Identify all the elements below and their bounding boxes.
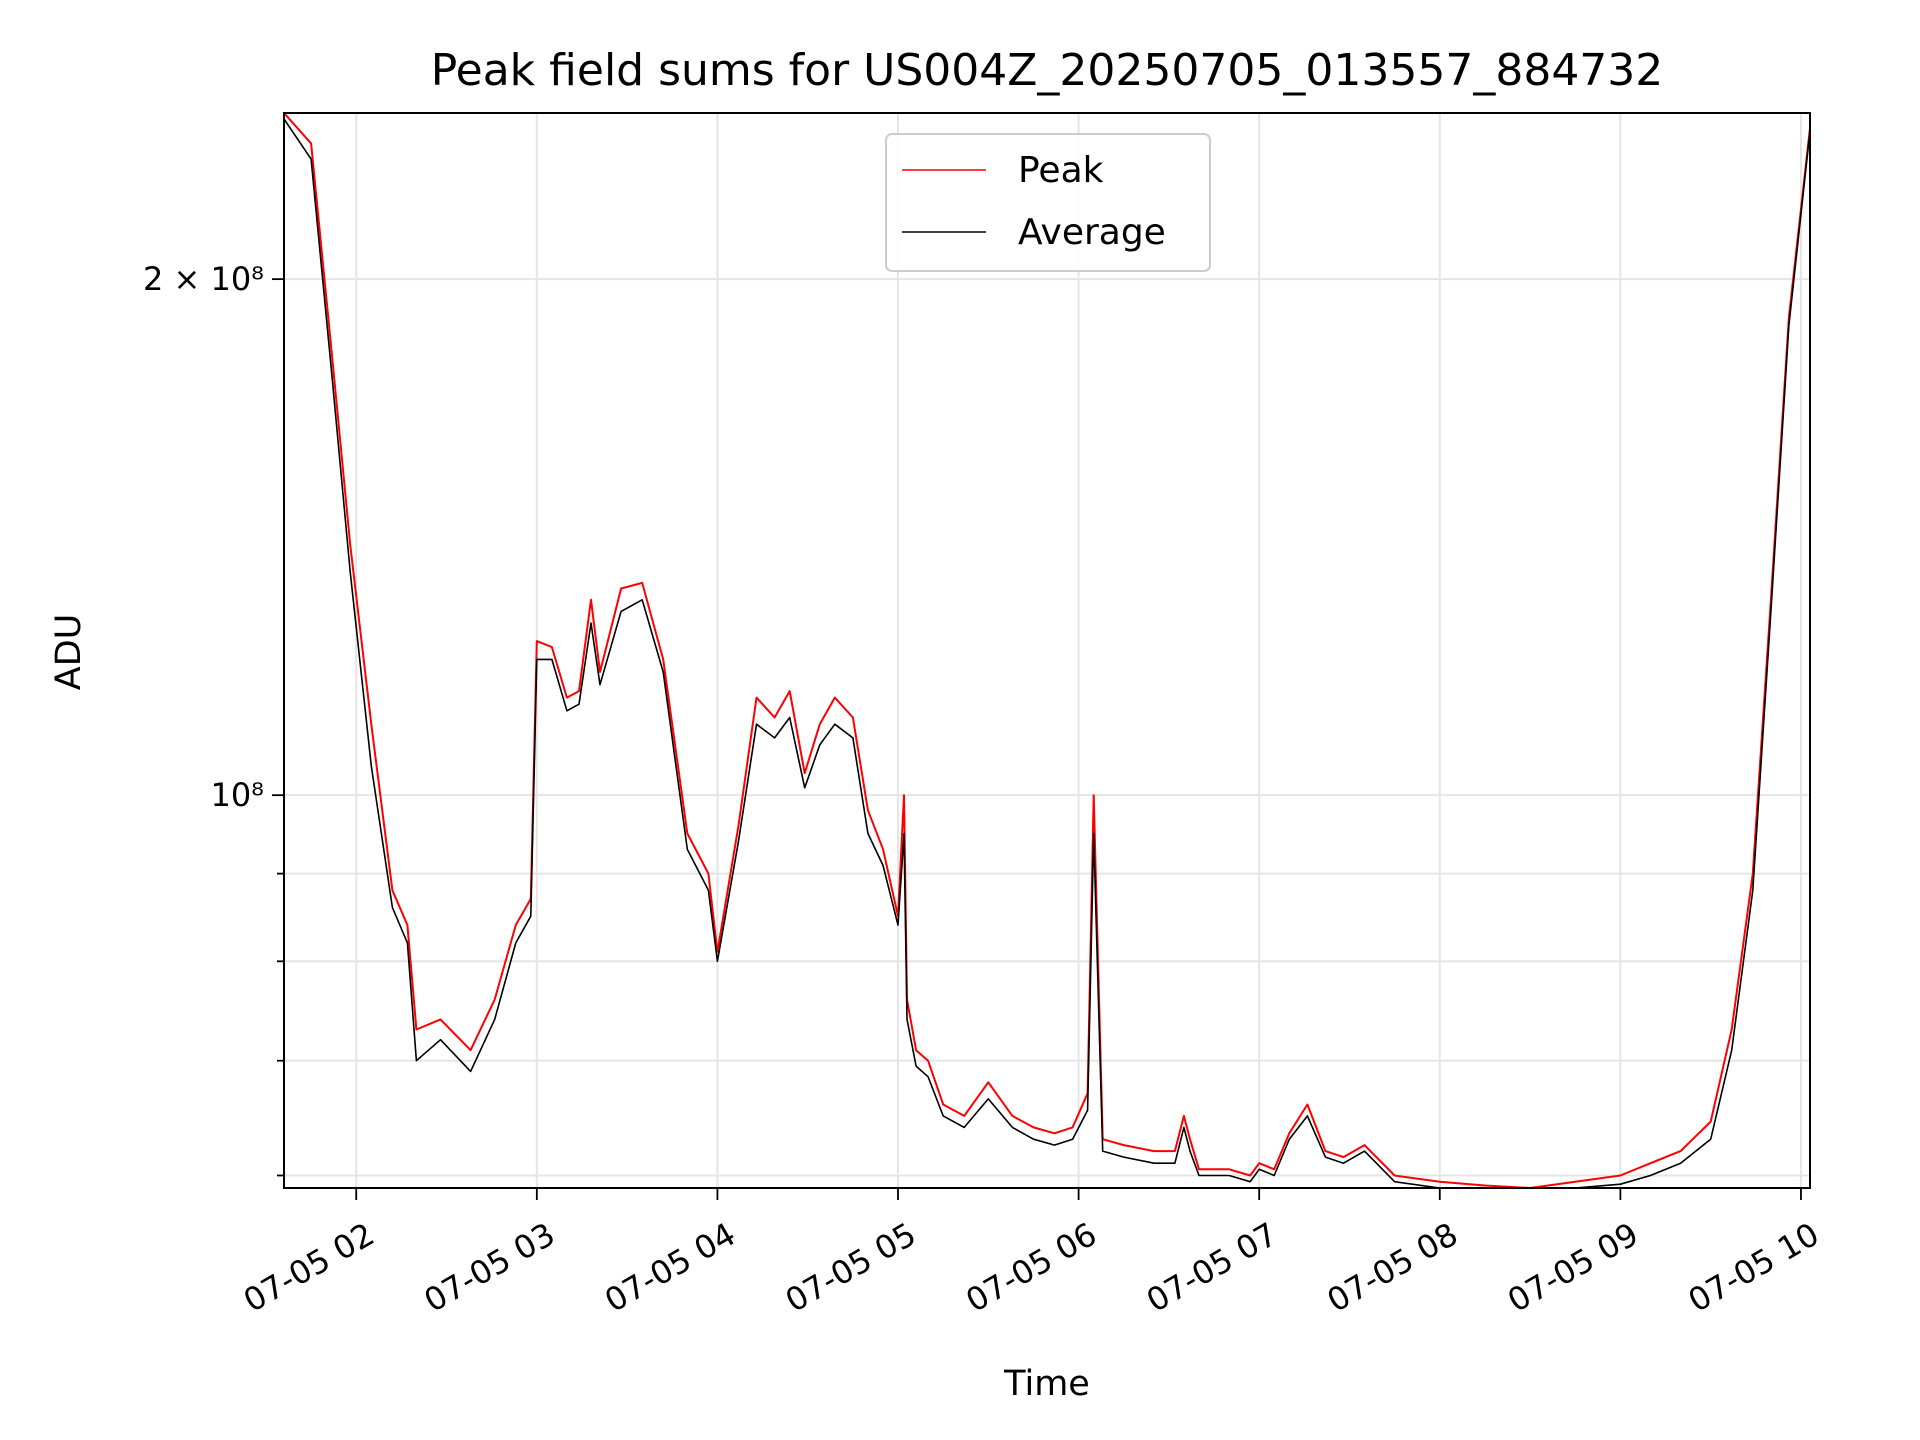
grid (284, 113, 1810, 1188)
legend-box (885, 133, 1211, 272)
chart-title: Peak field sums for US004Z_20250705_0135… (431, 45, 1664, 96)
legend-label-peak: Peak (1018, 150, 1104, 191)
legend-label-average: Average (1018, 212, 1166, 253)
legend: Peak Average (885, 133, 1211, 272)
x-axis-label: Time (1003, 1364, 1090, 1404)
series-layer (284, 113, 1810, 1188)
series-line-peak (284, 113, 1810, 1188)
y-axis-label: ADU (49, 614, 89, 691)
plot-area-frame (283, 112, 1811, 1189)
y-tick-label: 10⁸ (210, 776, 264, 814)
y-tick-label: 2 × 10⁸ (143, 260, 264, 298)
series-line-average (284, 118, 1810, 1188)
